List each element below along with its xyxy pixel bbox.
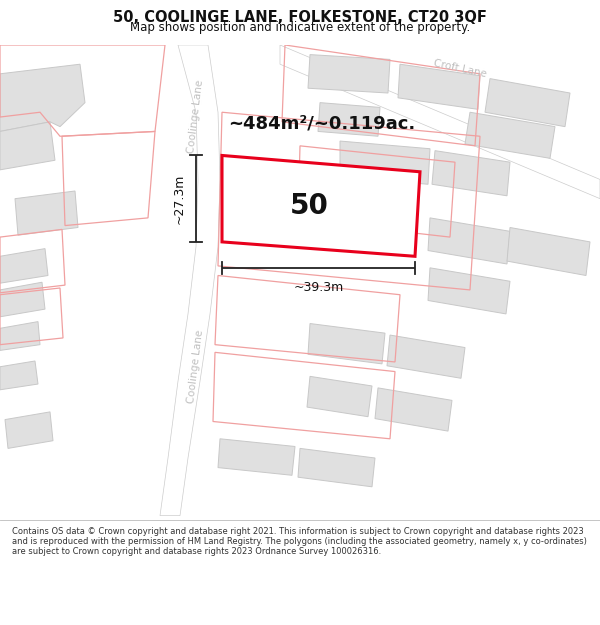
Polygon shape [0,282,45,317]
Polygon shape [428,268,510,314]
Polygon shape [160,45,220,516]
Text: 50, COOLINGE LANE, FOLKESTONE, CT20 3QF: 50, COOLINGE LANE, FOLKESTONE, CT20 3QF [113,10,487,25]
Polygon shape [5,412,53,448]
Polygon shape [340,141,430,184]
Text: ~27.3m: ~27.3m [173,174,186,224]
Polygon shape [387,335,465,378]
Text: ~39.3m: ~39.3m [293,281,344,294]
Polygon shape [15,191,78,235]
Text: ~484m²/~0.119ac.: ~484m²/~0.119ac. [228,115,415,132]
Polygon shape [0,249,48,283]
Polygon shape [485,79,570,127]
Polygon shape [218,439,295,475]
Text: 50: 50 [290,192,329,221]
Polygon shape [0,64,85,131]
Polygon shape [298,448,375,487]
Polygon shape [318,102,380,136]
Polygon shape [432,151,510,196]
Polygon shape [398,64,480,109]
Text: Coolinge Lane: Coolinge Lane [187,79,205,154]
Polygon shape [222,156,420,256]
Text: Croft Lane: Croft Lane [433,59,487,79]
Polygon shape [0,122,55,170]
Polygon shape [308,324,385,364]
Polygon shape [0,322,40,351]
Polygon shape [308,54,390,93]
Text: Map shows position and indicative extent of the property.: Map shows position and indicative extent… [130,21,470,34]
Polygon shape [375,388,452,431]
Text: Coolinge Lane: Coolinge Lane [187,329,205,404]
Polygon shape [428,218,510,264]
Polygon shape [307,376,372,417]
Polygon shape [465,112,555,158]
Text: Contains OS data © Crown copyright and database right 2021. This information is : Contains OS data © Crown copyright and d… [12,526,587,556]
Polygon shape [280,45,600,199]
Polygon shape [507,228,590,276]
Polygon shape [0,361,38,390]
